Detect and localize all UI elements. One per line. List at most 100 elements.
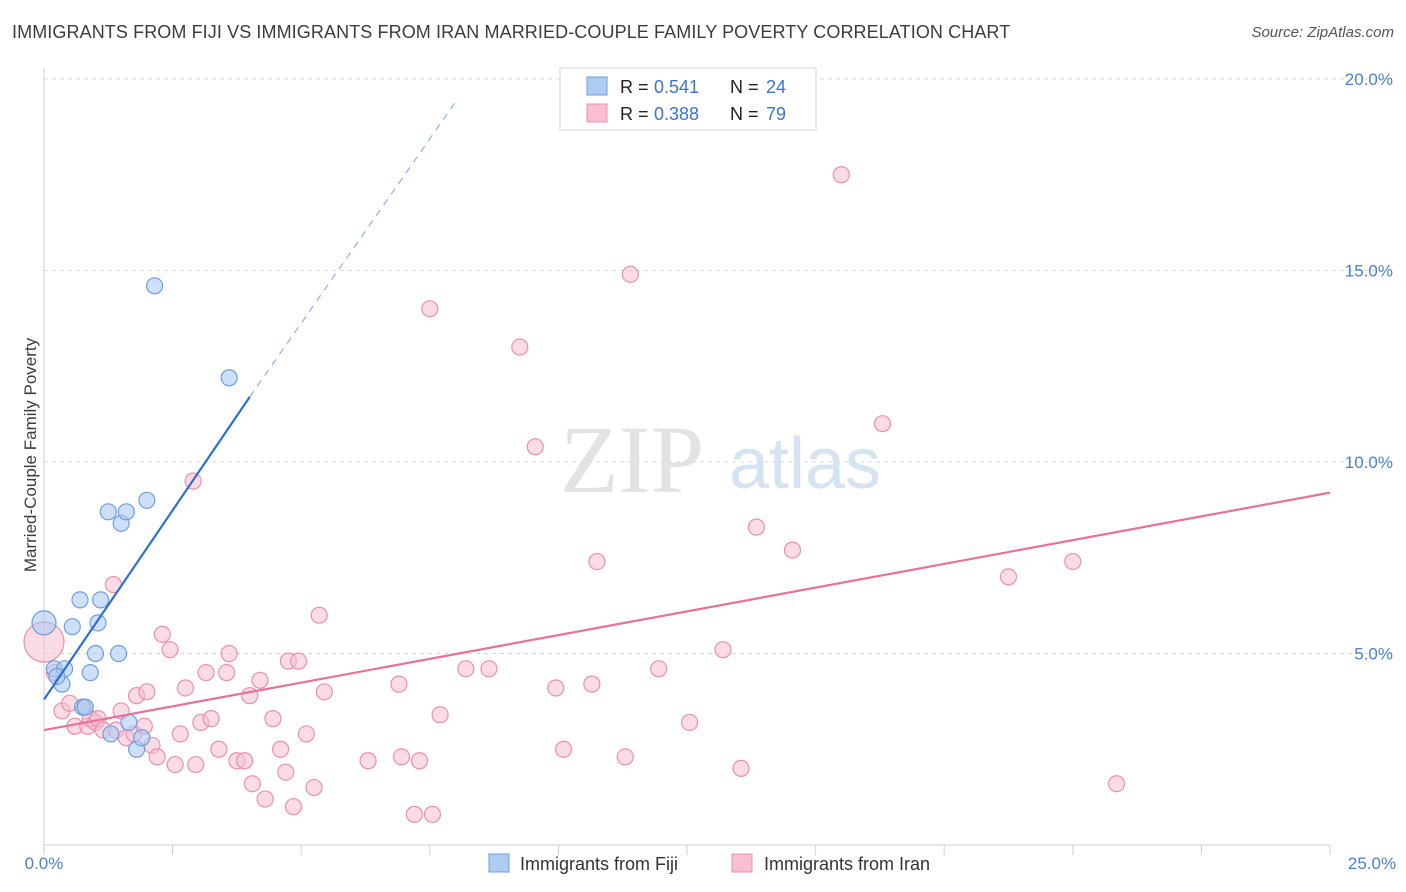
x-tick-label-min: 0.0% <box>25 854 64 873</box>
fiji-point <box>220 369 238 387</box>
iran-point <box>161 641 179 659</box>
fiji-point <box>63 618 81 636</box>
iran-point <box>305 778 323 797</box>
iran-point <box>621 265 640 283</box>
iran-point <box>272 740 290 758</box>
iran-point <box>284 798 303 816</box>
fiji-point <box>120 713 138 732</box>
iran-point <box>315 683 333 701</box>
iran-point <box>210 740 228 758</box>
iran-point <box>251 671 269 689</box>
iran-point <box>1064 552 1082 571</box>
watermark-zip: ZIP <box>560 406 704 513</box>
y-tick-label: 10.0% <box>1345 453 1393 472</box>
source-credit: Source: ZipAtlas.com <box>1251 24 1394 41</box>
iran-point <box>243 775 261 793</box>
fiji-point <box>81 664 99 682</box>
iran-point <box>405 805 423 823</box>
x-tick-label-max: 25.0% <box>1348 854 1396 873</box>
iran-point <box>310 606 328 624</box>
fiji-point <box>109 644 128 663</box>
iran-point <box>732 759 750 778</box>
iran-point <box>171 725 189 743</box>
iran-point <box>138 683 156 701</box>
fiji-point <box>102 725 120 743</box>
legend-iran-n-value: 79 <box>766 104 786 124</box>
bottom-legend-iran-swatch <box>731 853 753 873</box>
iran-point <box>431 706 449 724</box>
iran-point <box>547 679 565 697</box>
watermark-atlas: atlas <box>729 424 881 504</box>
iran-point <box>999 568 1018 586</box>
iran-point <box>256 790 274 808</box>
fiji-point <box>31 610 57 636</box>
iran-point <box>236 752 254 770</box>
y-axis-labels: 5.0% 10.0% 15.0% 20.0% <box>1345 70 1393 664</box>
iran-point <box>359 752 377 770</box>
bottom-legend-fiji-swatch <box>488 853 510 873</box>
correlation-legend: R = 0.541 N = 24 R = 0.388 N = 79 <box>559 67 817 131</box>
bottom-legend-fiji-label: Immigrants from Fiji <box>520 854 678 874</box>
iran-point <box>220 644 238 663</box>
iran-point <box>390 675 408 693</box>
gridlines <box>44 78 1392 654</box>
fiji-point <box>133 729 151 747</box>
iran-point <box>554 740 573 758</box>
iran-point <box>297 725 315 743</box>
iran-point <box>153 625 171 643</box>
series-legend: Immigrants from Fiji Immigrants from Ira… <box>488 853 930 874</box>
iran-point <box>290 652 308 670</box>
legend-fiji-r-label: R = <box>620 77 649 97</box>
iran-point <box>650 660 668 678</box>
fiji-point <box>145 277 164 295</box>
legend-fiji-r-value: 0.541 <box>654 77 699 97</box>
legend-fiji-n-label: N = <box>730 77 759 97</box>
fiji-point <box>86 644 105 663</box>
iran-point <box>480 660 498 678</box>
fiji-point <box>138 491 156 509</box>
trend-lines <box>43 101 1331 732</box>
iran-point <box>832 166 850 184</box>
y-tick-label: 20.0% <box>1345 70 1393 89</box>
iran-point <box>873 415 892 433</box>
iran-point <box>583 675 601 693</box>
fiji-point <box>99 503 117 521</box>
legend-iran-swatch <box>586 103 608 123</box>
iran-point <box>410 752 429 770</box>
iran-point <box>423 805 441 823</box>
iran-point <box>783 541 802 559</box>
iran-point <box>264 710 282 728</box>
iran-point <box>166 755 184 774</box>
fiji-trend-line <box>43 396 251 701</box>
iran-point <box>148 748 166 766</box>
iran-point <box>392 748 411 766</box>
iran-point <box>187 755 205 774</box>
iran-point <box>511 338 529 356</box>
y-tick-label: 15.0% <box>1345 262 1393 281</box>
iran-point <box>457 660 475 678</box>
fiji-trend-extension <box>249 101 457 398</box>
fiji-point <box>76 698 94 716</box>
x-axis-ticks <box>43 845 1331 855</box>
fiji-point <box>117 503 135 521</box>
iran-point <box>202 710 220 728</box>
iran-point <box>197 664 215 682</box>
y-axis-title: Married-Couple Family Poverty <box>21 337 40 572</box>
iran-point <box>714 641 732 659</box>
iran-point <box>1107 775 1126 793</box>
iran-point <box>218 664 236 682</box>
y-tick-label: 5.0% <box>1354 645 1393 664</box>
iran-point <box>176 679 195 697</box>
legend-iran-r-label: R = <box>620 104 649 124</box>
iran-point <box>421 300 439 318</box>
legend-iran-r-value: 0.388 <box>654 104 699 124</box>
iran-point <box>277 763 295 781</box>
iran-point <box>747 518 766 536</box>
legend-iran-n-label: N = <box>730 104 759 124</box>
fiji-series <box>31 277 238 758</box>
iran-point <box>616 748 634 766</box>
iran-point <box>680 713 699 732</box>
legend-fiji-swatch <box>586 76 608 96</box>
fiji-point <box>91 591 110 609</box>
legend-fiji-n-value: 24 <box>766 77 786 97</box>
